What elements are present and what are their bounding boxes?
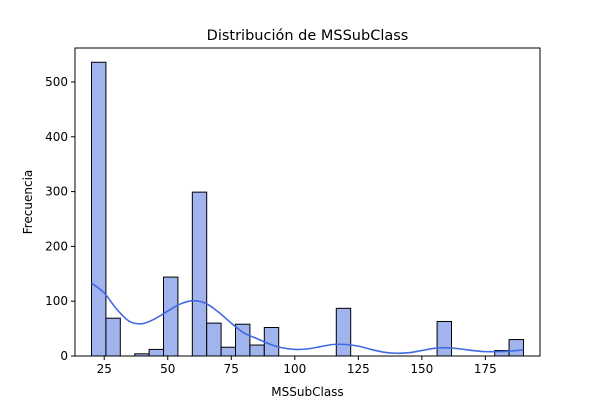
x-tick-label: 50 [160, 362, 175, 376]
x-tick-label: 100 [283, 362, 306, 376]
x-tick-label: 75 [224, 362, 239, 376]
x-axis-ticks: 25 50 75 100 125 150 175 [97, 356, 497, 376]
y-tick-label: 300 [45, 185, 68, 199]
plot-frame [74, 47, 541, 357]
histogram-bar-6 [206, 322, 222, 357]
histogram-bar-12 [436, 320, 452, 357]
y-tick-label: 100 [45, 294, 68, 308]
histogram-bar-1 [105, 317, 121, 357]
y-axis-label: Frecuencia [21, 170, 35, 235]
histogram-bar-0 [91, 61, 107, 357]
histogram-bar-9 [249, 344, 265, 357]
chart-title: Distribución de MSSubClass [207, 28, 409, 44]
y-tick-label: 200 [45, 239, 68, 253]
histogram-bar-4 [163, 276, 179, 357]
y-tick-label: 0 [60, 349, 68, 363]
histogram-bar-10 [263, 327, 280, 357]
x-tick-label: 175 [474, 362, 497, 376]
kde-curve [91, 282, 524, 355]
x-tick-label: 125 [347, 362, 370, 376]
x-tick-label: 25 [97, 362, 112, 376]
histogram-bar-14 [508, 339, 524, 357]
x-tick-label: 150 [410, 362, 433, 376]
y-tick-label: 400 [45, 130, 68, 144]
histogram-bar-11 [335, 307, 352, 357]
histogram-bar-5 [191, 191, 208, 357]
y-tick-label: 500 [45, 75, 68, 89]
histogram-bar-3 [148, 348, 165, 357]
y-axis-ticks: 0 100 200 300 400 500 [45, 75, 75, 363]
histogram-bar-7 [220, 346, 237, 357]
bars-group [91, 61, 524, 357]
x-axis-label: MSSubClass [271, 385, 343, 399]
